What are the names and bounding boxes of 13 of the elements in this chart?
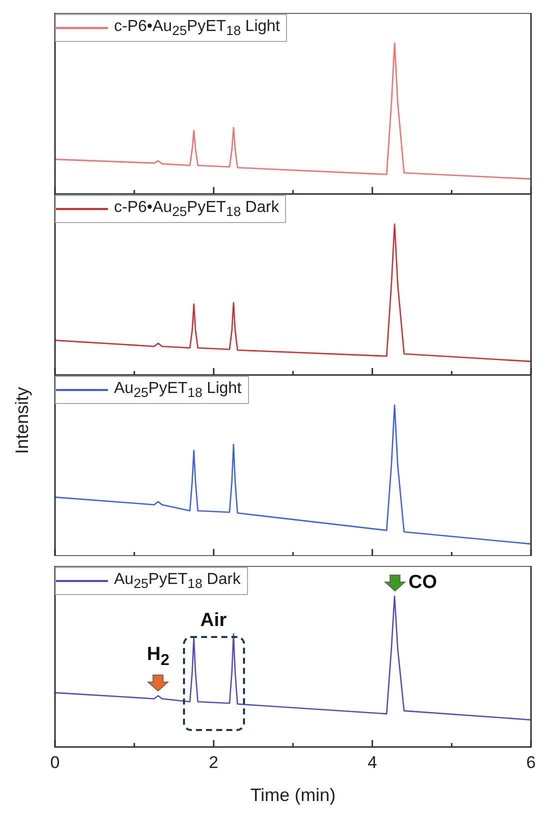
legend-label: c-P6•Au$_{25}$PyET$_{18}$ Dark [114,199,280,220]
legend-label: c-P6•Au$_{25}$PyET$_{18}$ Light [114,18,280,38]
legend-label: Au$_{25}$PyET$_{18}$ Light [114,380,242,400]
x-axis-title: Time (min) [250,784,336,805]
annotation: H$_{2}$ [146,644,170,670]
annotation: CO [408,572,438,594]
x-tick-label: 2 [208,753,218,772]
y-axis-title: Intensity [12,386,33,454]
legend-label: Au$_{25}$PyET$_{18}$ Dark [114,571,241,592]
x-tick-label: 4 [368,753,378,772]
x-tick-label: 0 [50,753,60,772]
annotation: Air [200,610,227,632]
x-tick-label: 6 [526,753,536,772]
